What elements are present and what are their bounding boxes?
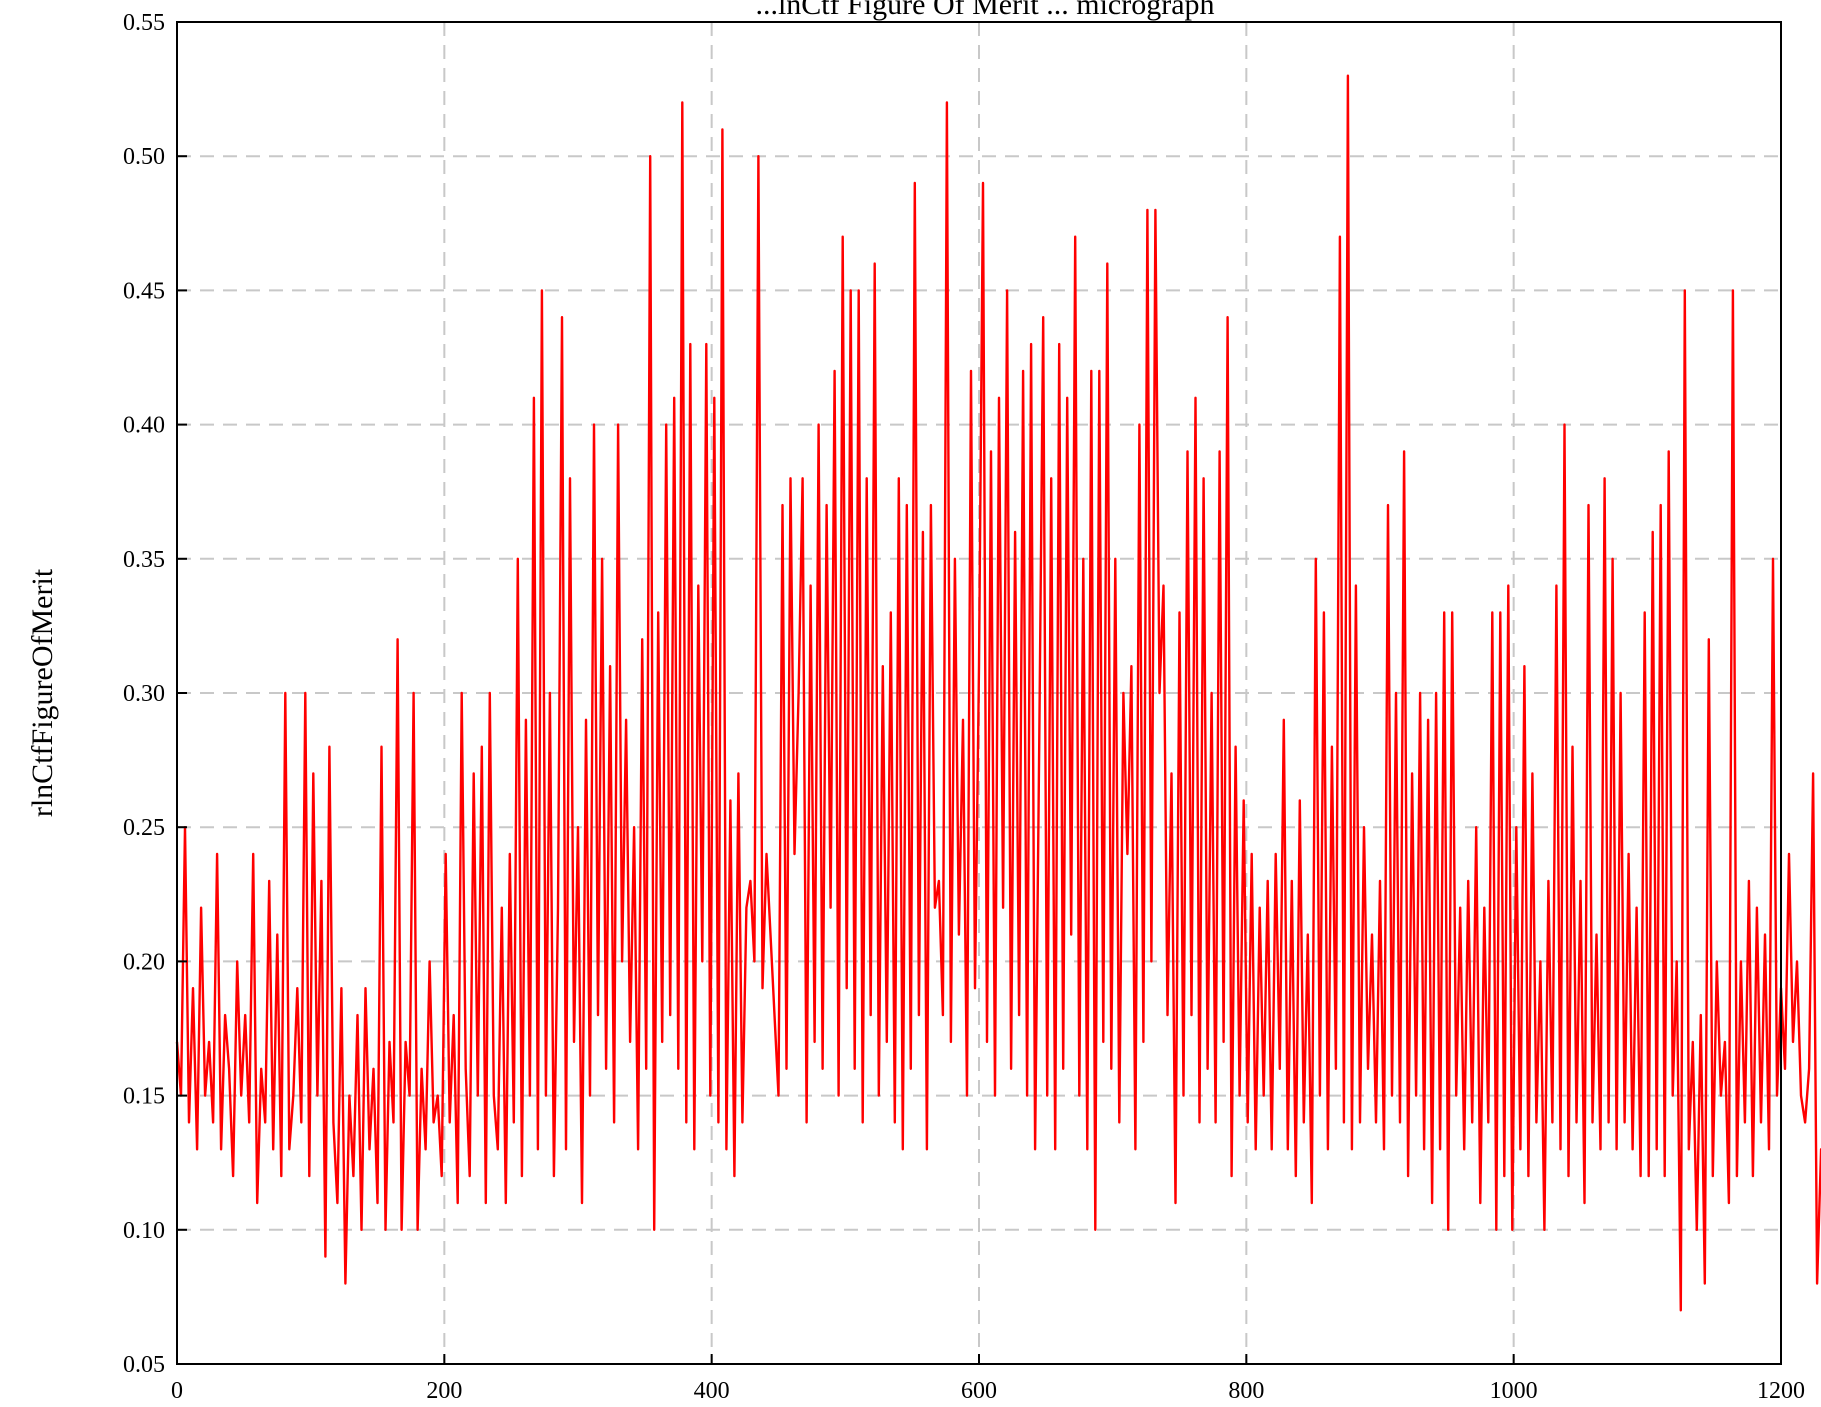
chart-title: ...lnCtf Figure Of Merit ... micrograph [755,0,1214,21]
y-tick-label: 0.35 [123,547,165,573]
y-tick-label: 0.55 [123,10,165,36]
y-tick-label: 0.40 [123,413,165,439]
x-tick-label: 800 [1228,1378,1264,1404]
y-axis-label: rlnCtfFigureOfMerit [26,568,59,817]
y-tick-label: 0.45 [123,278,165,304]
x-tick-label: 0 [171,1378,183,1404]
y-tick-label: 0.05 [123,1352,165,1378]
y-tick-label: 0.15 [123,1084,165,1110]
x-tick-label: 400 [694,1378,730,1404]
x-axis: 0 200 400 600 800 1000 1200 [171,1354,1805,1404]
x-tick-label: 1000 [1490,1378,1538,1404]
series-layer [175,74,1821,1312]
y-tick-label: 0.25 [123,815,165,841]
y-tick-label: 0.30 [123,681,165,707]
series-line-0 [175,74,1821,1312]
y-axis: 0.05 0.10 0.15 0.20 0.25 0.30 0.35 0.40 0.45 0.50… [123,10,187,1378]
y-tick-label: 0.20 [123,949,165,975]
x-tick-label: 1200 [1757,1378,1805,1404]
y-tick-label: 0.10 [123,1218,165,1244]
x-tick-label: 600 [961,1378,997,1404]
x-tick-label: 200 [426,1378,462,1404]
y-tick-label: 0.50 [123,144,165,170]
